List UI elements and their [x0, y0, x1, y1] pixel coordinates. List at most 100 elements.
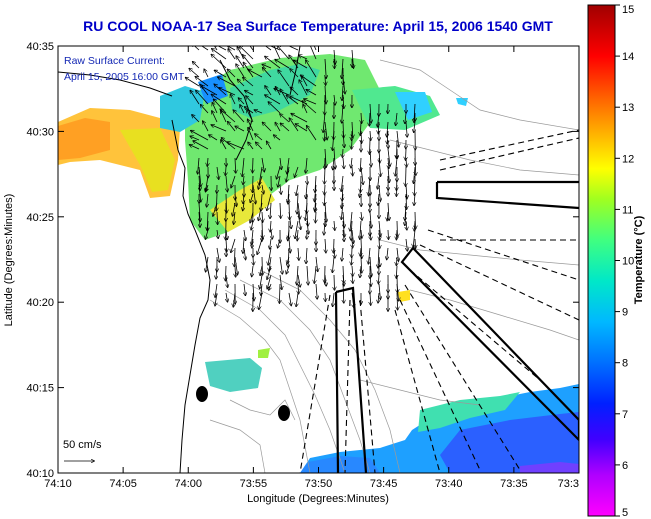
current-vector [295, 220, 299, 238]
current-vector [397, 292, 398, 310]
current-vector [406, 166, 407, 186]
current-vector [244, 229, 246, 240]
current-vector [388, 157, 389, 168]
current-vector [205, 229, 209, 239]
current-vector [288, 211, 291, 228]
current-vector [277, 166, 281, 179]
current-vector [221, 140, 227, 150]
current-vector [325, 202, 326, 222]
station-marker [278, 405, 290, 421]
current-vector [207, 193, 208, 207]
current-vector [199, 184, 201, 202]
current-vector [378, 292, 379, 303]
current-vector [296, 184, 298, 195]
current-vector [405, 211, 406, 225]
current-vector [306, 184, 307, 198]
current-vector [313, 46, 317, 51]
current-vector [290, 69, 299, 78]
current-vector [352, 121, 353, 138]
y-tick-label: 40:35 [26, 41, 54, 53]
current-vector [370, 256, 371, 276]
current-vector [413, 229, 415, 247]
current-vector [342, 193, 344, 208]
current-vector [275, 123, 281, 132]
current-vector [280, 123, 290, 132]
current-vector [342, 85, 343, 100]
current-vector [208, 220, 209, 230]
current-vector [352, 229, 354, 243]
scale-label: 50 cm/s [63, 439, 102, 451]
current-vector [280, 202, 281, 218]
current-vector [215, 70, 227, 78]
current-vector [343, 130, 344, 147]
current-vector [343, 229, 344, 241]
current-vector [262, 64, 272, 69]
current-vector [195, 77, 209, 87]
y-axis-label: Latitude (Degrees:Minutes) [3, 194, 15, 327]
current-vector [225, 166, 226, 175]
current-vector [324, 193, 325, 205]
current-vector [234, 211, 235, 224]
current-vector [244, 247, 246, 260]
current-vector [361, 229, 362, 238]
current-vector [252, 265, 253, 277]
current-vector [343, 94, 344, 108]
current-vector [199, 202, 200, 221]
current-vector [279, 256, 282, 274]
current-vector [297, 274, 300, 287]
current-vector [265, 56, 281, 69]
current-vector [379, 238, 380, 248]
current-vector [361, 112, 362, 123]
current-vector [306, 60, 317, 78]
current-vector [351, 220, 352, 240]
current-vector [316, 256, 318, 271]
current-vector [215, 292, 217, 306]
current-vector [406, 184, 407, 199]
current-vector [261, 157, 264, 172]
y-tick-label: 40:25 [26, 212, 54, 224]
current-vector [406, 121, 407, 137]
colorbar [587, 4, 616, 517]
current-vector [258, 175, 263, 189]
current-vector [360, 184, 361, 197]
colorbar-tick-label: 8 [622, 358, 628, 370]
current-vector [240, 105, 245, 114]
current-vector [343, 283, 344, 303]
current-vector [235, 265, 236, 277]
current-vector [264, 46, 272, 51]
current-vector [207, 157, 208, 166]
current-vector [324, 166, 325, 184]
current-vector [234, 256, 238, 275]
current-vector [415, 211, 416, 229]
current-vector [299, 55, 308, 60]
current-vector [233, 110, 245, 123]
current-vector [378, 193, 379, 205]
current-vector [212, 94, 227, 105]
current-vector [370, 292, 371, 305]
current-vector [226, 229, 227, 239]
current-vector [415, 238, 416, 248]
current-annotation-line1: Raw Surface Current: [64, 55, 165, 67]
current-vector [304, 99, 317, 105]
current-vector [213, 46, 218, 51]
current-vector [307, 220, 309, 234]
x-tick-label: 73:55 [240, 478, 268, 490]
current-vector [396, 256, 397, 265]
current-vector [332, 256, 334, 272]
current-vector [270, 238, 271, 249]
current-vector [397, 220, 398, 237]
current-vector [379, 157, 381, 176]
colorbar-tick-label: 14 [622, 51, 634, 63]
current-vector [226, 238, 227, 252]
current-vector [370, 211, 371, 228]
current-vector [325, 85, 326, 104]
current-vector [306, 247, 307, 263]
current-vector [414, 166, 416, 183]
current-vector [278, 238, 281, 248]
current-vector [397, 247, 399, 261]
current-vector [352, 238, 353, 248]
current-vector [243, 202, 244, 211]
current-vector [256, 142, 263, 150]
current-vector [204, 69, 209, 78]
current-vector [201, 105, 209, 114]
